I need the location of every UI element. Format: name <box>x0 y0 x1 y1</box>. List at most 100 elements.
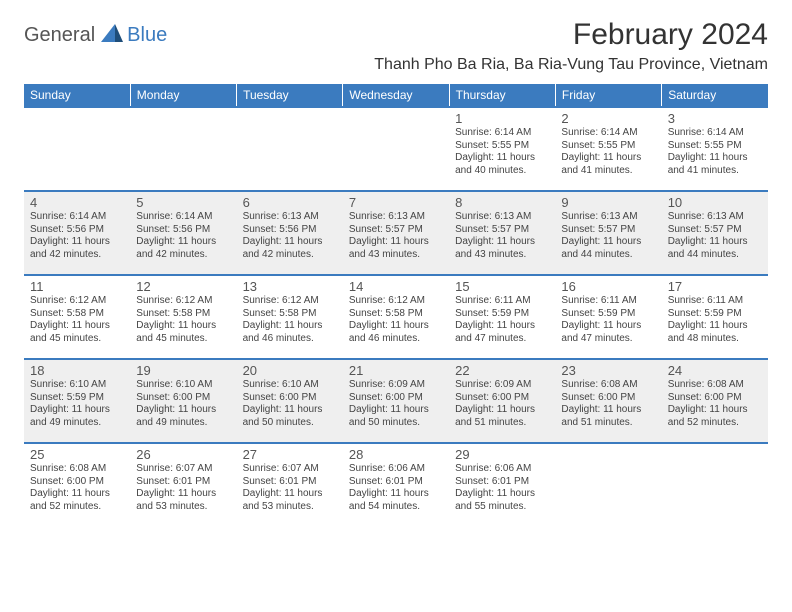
day-daylight2: and 51 minutes. <box>561 417 655 430</box>
day-daylight1: Daylight: 11 hours <box>561 236 655 249</box>
day-number: 16 <box>561 279 655 294</box>
calendar-cell: 7Sunrise: 6:13 AMSunset: 5:57 PMDaylight… <box>343 191 449 275</box>
day-daylight2: and 48 minutes. <box>668 333 762 346</box>
day-daylight2: and 42 minutes. <box>243 249 337 262</box>
calendar-cell: 9Sunrise: 6:13 AMSunset: 5:57 PMDaylight… <box>555 191 661 275</box>
day-sunrise: Sunrise: 6:08 AM <box>30 463 124 476</box>
logo-text-blue: Blue <box>127 24 167 47</box>
weekday-header: Thursday <box>449 84 555 107</box>
calendar-cell-empty <box>555 443 661 527</box>
calendar-cell: 2Sunrise: 6:14 AMSunset: 5:55 PMDaylight… <box>555 107 661 191</box>
title-block: February 2024 Thanh Pho Ba Ria, Ba Ria-V… <box>374 18 768 74</box>
day-sunrise: Sunrise: 6:08 AM <box>668 379 762 392</box>
day-sunrise: Sunrise: 6:10 AM <box>136 379 230 392</box>
day-sunrise: Sunrise: 6:14 AM <box>455 127 549 140</box>
day-daylight1: Daylight: 11 hours <box>243 236 337 249</box>
calendar-cell: 25Sunrise: 6:08 AMSunset: 6:00 PMDayligh… <box>24 443 130 527</box>
day-daylight2: and 50 minutes. <box>349 417 443 430</box>
day-sunrise: Sunrise: 6:10 AM <box>243 379 337 392</box>
day-number: 11 <box>30 279 124 294</box>
day-daylight1: Daylight: 11 hours <box>30 236 124 249</box>
day-daylight1: Daylight: 11 hours <box>136 236 230 249</box>
calendar-cell: 4Sunrise: 6:14 AMSunset: 5:56 PMDaylight… <box>24 191 130 275</box>
day-sunrise: Sunrise: 6:14 AM <box>668 127 762 140</box>
day-sunrise: Sunrise: 6:11 AM <box>455 295 549 308</box>
day-daylight2: and 49 minutes. <box>136 417 230 430</box>
day-daylight1: Daylight: 11 hours <box>243 488 337 501</box>
day-sunset: Sunset: 6:00 PM <box>136 392 230 405</box>
day-sunset: Sunset: 6:00 PM <box>455 392 549 405</box>
day-number: 21 <box>349 363 443 378</box>
calendar-week-row: 11Sunrise: 6:12 AMSunset: 5:58 PMDayligh… <box>24 275 768 359</box>
calendar-cell: 28Sunrise: 6:06 AMSunset: 6:01 PMDayligh… <box>343 443 449 527</box>
day-number: 28 <box>349 447 443 462</box>
day-sunset: Sunset: 5:56 PM <box>136 224 230 237</box>
day-sunset: Sunset: 5:55 PM <box>455 140 549 153</box>
day-sunrise: Sunrise: 6:13 AM <box>455 211 549 224</box>
day-sunset: Sunset: 5:57 PM <box>455 224 549 237</box>
day-sunrise: Sunrise: 6:14 AM <box>30 211 124 224</box>
day-sunrise: Sunrise: 6:13 AM <box>349 211 443 224</box>
calendar-cell: 26Sunrise: 6:07 AMSunset: 6:01 PMDayligh… <box>130 443 236 527</box>
calendar-cell-empty <box>237 107 343 191</box>
day-daylight2: and 47 minutes. <box>561 333 655 346</box>
day-daylight1: Daylight: 11 hours <box>668 320 762 333</box>
day-number: 23 <box>561 363 655 378</box>
day-number: 3 <box>668 111 762 126</box>
day-number: 29 <box>455 447 549 462</box>
calendar-cell: 6Sunrise: 6:13 AMSunset: 5:56 PMDaylight… <box>237 191 343 275</box>
logo: General Blue <box>24 24 167 47</box>
day-sunrise: Sunrise: 6:11 AM <box>561 295 655 308</box>
weekday-header: Wednesday <box>343 84 449 107</box>
calendar-cell: 22Sunrise: 6:09 AMSunset: 6:00 PMDayligh… <box>449 359 555 443</box>
day-sunset: Sunset: 6:00 PM <box>243 392 337 405</box>
calendar-week-row: 25Sunrise: 6:08 AMSunset: 6:00 PMDayligh… <box>24 443 768 527</box>
day-daylight2: and 43 minutes. <box>349 249 443 262</box>
day-daylight2: and 55 minutes. <box>455 501 549 514</box>
day-number: 19 <box>136 363 230 378</box>
day-daylight2: and 47 minutes. <box>455 333 549 346</box>
day-number: 7 <box>349 195 443 210</box>
day-number: 22 <box>455 363 549 378</box>
day-number: 18 <box>30 363 124 378</box>
day-number: 8 <box>455 195 549 210</box>
day-number: 10 <box>668 195 762 210</box>
day-daylight2: and 51 minutes. <box>455 417 549 430</box>
day-number: 12 <box>136 279 230 294</box>
day-daylight2: and 53 minutes. <box>136 501 230 514</box>
day-sunset: Sunset: 5:57 PM <box>561 224 655 237</box>
day-sunrise: Sunrise: 6:11 AM <box>668 295 762 308</box>
calendar-cell: 29Sunrise: 6:06 AMSunset: 6:01 PMDayligh… <box>449 443 555 527</box>
day-daylight2: and 41 minutes. <box>561 165 655 178</box>
day-sunset: Sunset: 5:59 PM <box>668 308 762 321</box>
day-daylight2: and 46 minutes. <box>243 333 337 346</box>
day-sunset: Sunset: 5:58 PM <box>30 308 124 321</box>
calendar-week-row: 4Sunrise: 6:14 AMSunset: 5:56 PMDaylight… <box>24 191 768 275</box>
day-daylight1: Daylight: 11 hours <box>455 320 549 333</box>
day-daylight1: Daylight: 11 hours <box>668 152 762 165</box>
calendar-cell: 24Sunrise: 6:08 AMSunset: 6:00 PMDayligh… <box>662 359 768 443</box>
calendar-cell: 17Sunrise: 6:11 AMSunset: 5:59 PMDayligh… <box>662 275 768 359</box>
day-sunrise: Sunrise: 6:09 AM <box>349 379 443 392</box>
day-number: 25 <box>30 447 124 462</box>
day-sunrise: Sunrise: 6:08 AM <box>561 379 655 392</box>
day-sunrise: Sunrise: 6:10 AM <box>30 379 124 392</box>
day-daylight1: Daylight: 11 hours <box>30 488 124 501</box>
day-sunset: Sunset: 6:01 PM <box>349 476 443 489</box>
month-title: February 2024 <box>374 18 768 52</box>
day-daylight1: Daylight: 11 hours <box>349 488 443 501</box>
day-daylight1: Daylight: 11 hours <box>455 236 549 249</box>
day-daylight2: and 54 minutes. <box>349 501 443 514</box>
calendar-header-row: SundayMondayTuesdayWednesdayThursdayFrid… <box>24 84 768 107</box>
day-daylight1: Daylight: 11 hours <box>349 404 443 417</box>
day-number: 24 <box>668 363 762 378</box>
day-number: 6 <box>243 195 337 210</box>
calendar-cell: 3Sunrise: 6:14 AMSunset: 5:55 PMDaylight… <box>662 107 768 191</box>
calendar-cell: 16Sunrise: 6:11 AMSunset: 5:59 PMDayligh… <box>555 275 661 359</box>
calendar-cell: 20Sunrise: 6:10 AMSunset: 6:00 PMDayligh… <box>237 359 343 443</box>
day-daylight2: and 45 minutes. <box>30 333 124 346</box>
day-sunset: Sunset: 5:58 PM <box>136 308 230 321</box>
day-sunset: Sunset: 5:57 PM <box>349 224 443 237</box>
calendar-body: 1Sunrise: 6:14 AMSunset: 5:55 PMDaylight… <box>24 107 768 527</box>
day-sunrise: Sunrise: 6:14 AM <box>136 211 230 224</box>
